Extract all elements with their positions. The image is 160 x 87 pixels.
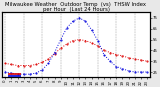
Title: Milwaukee Weather  Outdoor Temp  (vs)  THSW Index  per Hour  (Last 24 Hours): Milwaukee Weather Outdoor Temp (vs) THSW… bbox=[5, 2, 148, 12]
